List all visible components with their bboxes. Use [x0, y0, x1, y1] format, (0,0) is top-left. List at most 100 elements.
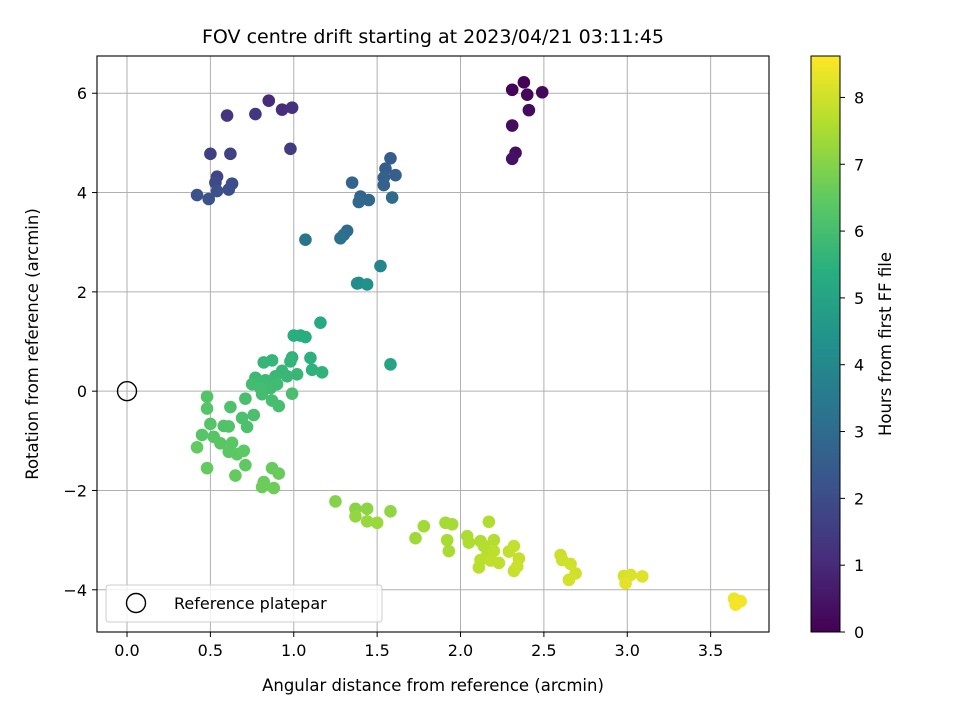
data-point — [270, 377, 284, 391]
colorbar-tick-label: 4 — [854, 356, 864, 375]
data-point — [255, 480, 269, 494]
y-tick-label: 6 — [77, 84, 87, 103]
x-tick-label: 3.5 — [698, 641, 723, 660]
data-point — [472, 561, 486, 574]
data-point — [384, 505, 397, 518]
data-point — [237, 444, 251, 458]
data-point — [247, 408, 261, 422]
data-point — [377, 178, 391, 192]
data-point — [284, 355, 297, 368]
data-point — [374, 259, 387, 273]
data-point — [505, 152, 519, 166]
data-point — [220, 109, 234, 122]
x-tick-label: 0.0 — [114, 641, 139, 660]
data-point — [389, 168, 402, 182]
x-axis-ticks: 0.0 0.5 1.0 1.5 2.0 2.5 3.0 3.5 — [114, 632, 723, 660]
data-point — [239, 392, 252, 405]
legend: Reference platepar — [105, 584, 383, 623]
data-point — [507, 539, 521, 553]
data-point — [352, 195, 366, 209]
data-point — [729, 598, 742, 611]
y-tick-label: −2 — [63, 481, 87, 500]
data-point — [385, 191, 399, 204]
data-point — [462, 536, 476, 549]
legend-label: Reference platepar — [174, 594, 327, 613]
data-point — [204, 417, 217, 431]
data-point — [299, 233, 312, 247]
data-point — [517, 76, 531, 89]
plot-frame — [96, 55, 770, 633]
data-point — [384, 151, 397, 165]
legend-marker-icon — [125, 592, 147, 614]
data-point — [195, 428, 209, 442]
data-point — [240, 420, 254, 434]
data-point — [272, 467, 286, 480]
colorbar: 0 1 2 3 4 5 6 7 8 Hours from first FF file — [810, 55, 895, 642]
data-point — [362, 193, 376, 207]
data-point — [280, 369, 294, 383]
data-point — [417, 519, 431, 533]
data-point — [409, 531, 422, 545]
data-point — [202, 192, 216, 206]
data-point — [370, 516, 384, 530]
x-tick-label: 1.0 — [281, 641, 306, 660]
data-point — [200, 402, 214, 415]
data-point — [304, 351, 317, 365]
data-point — [210, 184, 224, 198]
data-point — [482, 515, 496, 529]
data-point — [505, 119, 519, 132]
x-tick-label: 2.0 — [448, 641, 473, 660]
data-point — [222, 183, 236, 196]
data-point — [200, 461, 214, 475]
data-point — [204, 147, 217, 161]
data-point — [224, 400, 237, 414]
data-point — [287, 329, 301, 342]
colorbar-label: Hours from first FF file — [876, 252, 895, 436]
data-point — [562, 573, 576, 587]
data-point — [345, 176, 359, 189]
data-point — [492, 556, 506, 570]
x-tick-label: 1.5 — [364, 641, 389, 660]
data-point — [360, 502, 374, 516]
data-point — [285, 387, 299, 400]
data-point — [360, 278, 374, 291]
colorbar-tick-label: 8 — [854, 88, 864, 107]
data-point — [249, 107, 262, 121]
data-point — [315, 366, 329, 379]
data-point — [349, 510, 362, 523]
y-tick-label: 2 — [77, 283, 87, 302]
data-point — [487, 533, 501, 547]
data-point — [522, 103, 536, 117]
data-point — [635, 570, 649, 583]
data-point — [239, 458, 252, 472]
data-point — [284, 142, 297, 156]
data-point — [505, 83, 519, 97]
data-point — [535, 85, 549, 99]
y-tick-label: 4 — [77, 184, 87, 203]
y-axis-ticks: −4 −2 0 2 4 6 — [63, 84, 97, 600]
data-point — [445, 517, 459, 531]
data-point — [229, 469, 242, 482]
chart-title: FOV centre drift starting at 2023/04/21 … — [202, 26, 664, 48]
x-tick-label: 0.5 — [198, 641, 223, 660]
data-point — [217, 419, 231, 433]
data-point — [290, 367, 304, 381]
data-point — [360, 514, 374, 528]
data-point — [214, 437, 227, 450]
data-point — [329, 495, 342, 508]
data-point — [190, 188, 204, 202]
legend-box — [105, 584, 383, 623]
data-point — [200, 390, 214, 403]
x-tick-label: 3.0 — [615, 641, 640, 660]
x-tick-label: 2.5 — [531, 641, 556, 660]
data-point — [255, 387, 269, 401]
colorbar-tick-label: 3 — [854, 423, 864, 442]
data-point — [272, 399, 286, 413]
data-point — [275, 103, 289, 116]
data-point — [314, 316, 327, 329]
data-point — [564, 557, 577, 571]
data-point — [520, 88, 534, 102]
data-point — [440, 533, 454, 547]
data-point — [257, 356, 271, 369]
